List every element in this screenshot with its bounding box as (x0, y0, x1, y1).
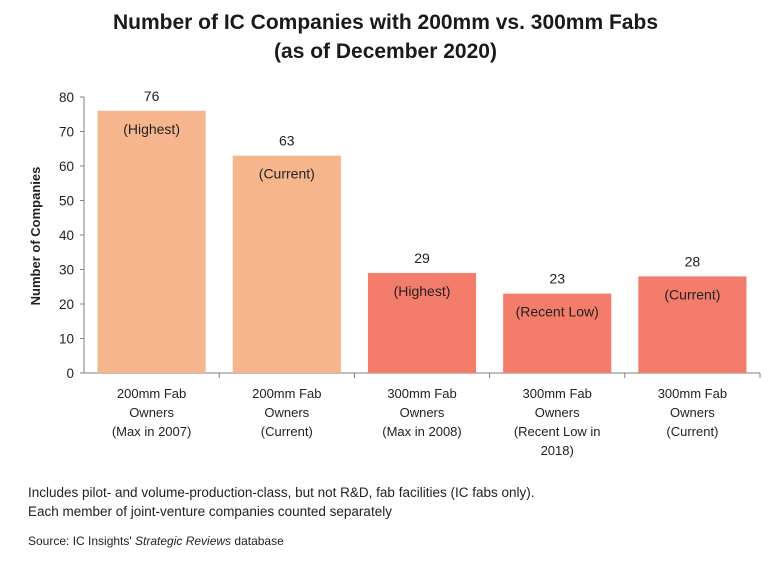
chart-bars (97, 110, 747, 374)
x-tick-label-line: Owners (400, 405, 445, 420)
bar-annotation: (Highest) (394, 283, 451, 299)
y-tick-label: 40 (59, 228, 74, 243)
bar (638, 276, 747, 373)
x-tick-label: 200mm Fab Owners (Current) (252, 386, 321, 439)
x-tick-label-line: Owners (264, 405, 309, 420)
y-tick-label: 0 (66, 366, 74, 381)
y-tick-label: 30 (59, 263, 74, 278)
bar-chart: 0 10 20 30 40 50 60 70 80 76 (Highest) 200mm Fab Ow… (28, 88, 761, 458)
chart-title-line1: Number of IC Companies with 200mm vs. 30… (113, 11, 658, 34)
x-tick-label-line: (Max in 2008) (382, 424, 461, 439)
chart-subtitle: (as of December 2020) (274, 40, 497, 63)
x-tick-label-line: (Max in 2007) (112, 424, 191, 439)
bar (97, 110, 206, 374)
y-tick-label: 50 (59, 194, 74, 209)
x-tick-label: 200mm Fab Owners (Max in 2007) (112, 386, 191, 439)
bar (503, 293, 612, 373)
x-tick-label: 300mm Fab Owners (Max in 2008) (382, 386, 461, 439)
x-tick-label-line: Owners (535, 405, 580, 420)
source-prefix: Source: IC Insights' (28, 534, 136, 548)
chart-labels: 76 (Highest) 200mm Fab Owners (Max in 2007) 6… (112, 88, 727, 458)
x-tick-label-line: 200mm Fab (117, 386, 186, 401)
x-tick-label: 300mm Fab Owners (Recent Low in 2018) (514, 386, 601, 458)
data-label: 28 (685, 253, 701, 269)
data-label: 63 (279, 133, 295, 149)
source-note: Source: IC Insights' Strategic Reviews d… (28, 534, 284, 548)
y-tick-label: 20 (59, 297, 74, 312)
data-label: 23 (549, 271, 565, 287)
x-tick-label-line: 300mm Fab (658, 386, 727, 401)
x-tick-label-line: Owners (129, 405, 174, 420)
x-tick-label-line: 300mm Fab (523, 386, 592, 401)
footnote-line-1: Includes pilot- and volume-production-cl… (28, 485, 535, 500)
x-tick-label-line: 300mm Fab (387, 386, 456, 401)
x-tick-label-line: 200mm Fab (252, 386, 321, 401)
x-tick-label-line: 2018) (541, 443, 574, 458)
x-tick-label-line: (Recent Low in (514, 424, 601, 439)
source-suffix: database (231, 534, 284, 548)
footnote-line-2: Each member of joint-venture companies c… (28, 504, 392, 519)
source-publication: Strategic Reviews (135, 534, 232, 548)
x-tick-label-line: (Current) (261, 424, 313, 439)
y-tick-label: 10 (59, 332, 74, 347)
bar-annotation: (Current) (664, 286, 720, 302)
data-label: 29 (414, 250, 430, 266)
chart-title: Number of IC Companies with 200mm vs. 30… (0, 8, 771, 66)
y-tick-label: 80 (59, 90, 74, 105)
y-tick-label: 60 (59, 159, 74, 174)
x-tick-label-line: Owners (670, 405, 715, 420)
x-tick-label-line: (Current) (666, 424, 718, 439)
y-tick-label: 70 (59, 125, 74, 140)
data-label: 76 (144, 88, 160, 104)
bar (367, 272, 477, 373)
y-axis-label: Number of Companies (28, 167, 43, 306)
bar-annotation: (Highest) (123, 121, 180, 137)
x-tick-label: 300mm Fab Owners (Current) (658, 386, 727, 439)
bar-annotation: (Recent Low) (516, 304, 599, 320)
bar (232, 155, 341, 373)
bar-annotation: (Current) (259, 166, 315, 182)
